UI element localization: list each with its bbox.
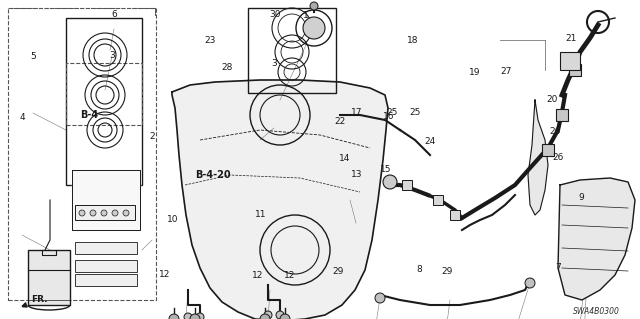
Circle shape	[303, 17, 325, 39]
Text: 26: 26	[552, 153, 564, 162]
Text: 7: 7	[556, 263, 561, 272]
Circle shape	[190, 314, 200, 319]
Circle shape	[112, 210, 118, 216]
Text: 8: 8	[417, 265, 422, 274]
Text: 23: 23	[204, 36, 216, 45]
Text: 17: 17	[351, 108, 363, 117]
Text: 12: 12	[159, 271, 171, 279]
Text: FR.: FR.	[23, 295, 48, 307]
Polygon shape	[172, 80, 388, 319]
Polygon shape	[528, 100, 548, 215]
Text: 24: 24	[424, 137, 436, 146]
Circle shape	[79, 210, 85, 216]
Text: 28: 28	[221, 63, 233, 72]
Text: 9: 9	[579, 193, 584, 202]
Bar	[433, 195, 443, 205]
Circle shape	[260, 314, 270, 319]
Text: B-4: B-4	[80, 110, 98, 120]
Text: 3: 3	[109, 51, 115, 60]
Text: 5: 5	[31, 52, 36, 61]
Text: 13: 13	[351, 170, 363, 179]
Bar	[66, 18, 142, 185]
Circle shape	[123, 210, 129, 216]
Bar	[556, 109, 568, 121]
Bar	[66, 63, 142, 125]
Text: 11: 11	[255, 210, 267, 219]
Polygon shape	[72, 170, 140, 230]
Bar	[75, 260, 137, 272]
Circle shape	[375, 293, 385, 303]
Circle shape	[196, 313, 204, 319]
Text: 12: 12	[252, 271, 263, 280]
Circle shape	[280, 314, 290, 319]
Text: 10: 10	[167, 215, 179, 224]
Text: 2: 2	[150, 132, 155, 141]
Circle shape	[525, 278, 535, 288]
Bar	[75, 242, 137, 254]
Text: 6: 6	[111, 10, 116, 19]
Circle shape	[264, 311, 272, 319]
Text: 22: 22	[335, 117, 346, 126]
Text: 20: 20	[546, 95, 557, 104]
Bar	[450, 210, 460, 220]
Text: 1: 1	[303, 11, 308, 20]
Text: 14: 14	[339, 154, 350, 163]
Bar	[569, 64, 581, 76]
Text: 26: 26	[550, 127, 561, 136]
Bar	[402, 180, 412, 190]
Text: 18: 18	[407, 36, 419, 45]
Text: 29: 29	[441, 267, 452, 276]
Text: 29: 29	[332, 267, 344, 276]
Circle shape	[90, 210, 96, 216]
Text: SWA4B0300: SWA4B0300	[573, 308, 620, 316]
Circle shape	[184, 313, 192, 319]
Text: 25: 25	[409, 108, 420, 117]
Text: 4: 4	[20, 113, 25, 122]
Bar	[248, 8, 336, 93]
Text: 12: 12	[284, 271, 295, 280]
Text: 27: 27	[500, 67, 511, 76]
Circle shape	[101, 210, 107, 216]
Text: 30: 30	[269, 10, 281, 19]
Circle shape	[310, 2, 318, 10]
Text: 19: 19	[469, 68, 481, 77]
Text: B-4-20: B-4-20	[195, 170, 230, 180]
Text: 15: 15	[380, 165, 391, 174]
Bar	[28, 250, 70, 305]
Bar	[75, 274, 137, 286]
Text: 25: 25	[386, 108, 397, 117]
Bar	[560, 52, 580, 70]
Polygon shape	[558, 178, 635, 300]
Bar	[542, 144, 554, 156]
Circle shape	[383, 175, 397, 189]
Text: 3: 3	[271, 59, 276, 68]
Text: 16: 16	[383, 112, 395, 121]
Circle shape	[276, 311, 284, 319]
Bar	[8, 8, 156, 300]
Circle shape	[169, 314, 179, 319]
Text: 21: 21	[565, 34, 577, 43]
Bar	[75, 205, 135, 220]
